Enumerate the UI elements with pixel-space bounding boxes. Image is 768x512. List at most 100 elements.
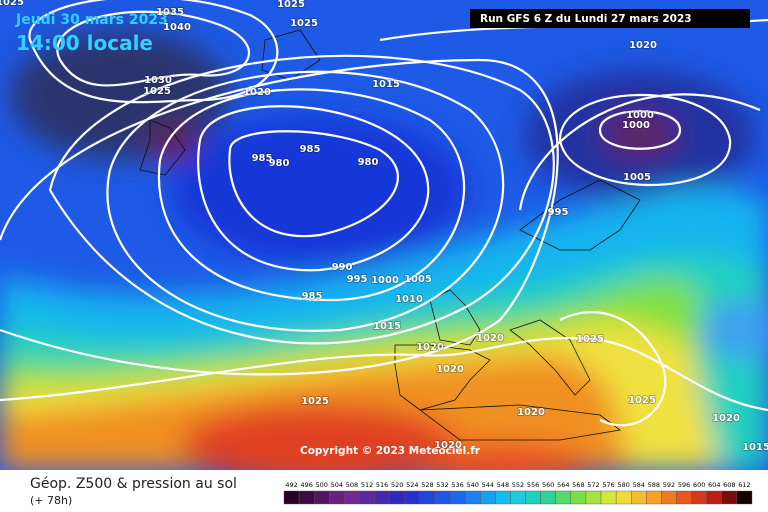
copyright: Copyright © 2023 Meteociel.fr <box>300 445 481 457</box>
isobar-label: 1040 <box>163 22 191 33</box>
scale-label: 524 <box>406 481 418 489</box>
isobar-label: 990 <box>332 262 353 273</box>
scale-swatch <box>464 490 481 505</box>
color-scale: 492 496 500 504 508 512 516 520 524 528 532 536 540 5… <box>283 481 753 505</box>
scale-label: 580 <box>617 481 629 489</box>
scale-swatch <box>736 490 753 505</box>
scale-swatch <box>646 490 662 505</box>
isobar-label: 980 <box>358 157 379 168</box>
scale-swatch <box>374 490 390 505</box>
scale-swatch <box>706 490 723 505</box>
scale-swatch <box>434 490 451 505</box>
scale-label: 608 <box>723 481 735 489</box>
scale-swatch <box>359 490 375 505</box>
isobar-label: 1020 <box>416 342 444 353</box>
scale-label: 508 <box>346 481 358 489</box>
scale-label: 520 <box>391 481 403 489</box>
scale-swatch <box>283 490 300 505</box>
run-info: Run GFS 6 Z du Lundi 27 mars 2023 <box>480 13 692 25</box>
geopotential-field <box>0 30 768 470</box>
scale-swatch <box>721 490 738 505</box>
isobar-label: 1005 <box>404 274 432 285</box>
isobar-label: 1000 <box>626 110 654 121</box>
scale-label: 496 <box>300 481 312 489</box>
isobar-labels: 1025 1035 1040 1025 1025 1030 1025 1020 1015 985 9… <box>0 0 768 454</box>
scale-label: 572 <box>587 481 599 489</box>
isobar-label: 995 <box>548 207 569 218</box>
lead-time: (+ 78h) <box>30 494 72 507</box>
footer-title: Géop. Z500 & pression au sol <box>30 476 237 492</box>
scale-label: 600 <box>693 481 705 489</box>
isobar-label: 1020 <box>517 407 545 418</box>
isobar-label: 1010 <box>395 294 423 305</box>
isobar-label: 1025 <box>301 396 329 407</box>
isobar-label: 1000 <box>371 275 399 286</box>
scale-label: 556 <box>527 481 539 489</box>
scale-swatch <box>329 490 345 505</box>
isobar-label: 1020 <box>243 87 271 98</box>
scale-swatch <box>661 490 677 505</box>
scale-label: 500 <box>316 481 328 489</box>
scale-swatch <box>540 490 556 505</box>
scale-swatch <box>585 490 602 505</box>
scale-label: 592 <box>663 481 675 489</box>
isobar-label: 1030 <box>144 75 172 86</box>
scale-label: 536 <box>451 481 463 489</box>
isobars <box>0 0 768 427</box>
scale-label: 568 <box>572 481 584 489</box>
scale-label: 492 <box>285 481 297 489</box>
isobar-label: 1020 <box>476 333 504 344</box>
isobar-label: 980 <box>269 158 290 169</box>
isobar-label: 1025 <box>0 0 24 8</box>
scale-swatch <box>495 490 511 505</box>
isobar-label: 1025 <box>576 334 604 345</box>
scale-label: 532 <box>436 481 448 489</box>
isobar-label: 1025 <box>628 395 656 406</box>
scale-label: 612 <box>738 481 750 489</box>
scale-label: 564 <box>557 481 569 489</box>
scale-swatch <box>631 490 647 505</box>
scale-label: 504 <box>331 481 343 489</box>
scale-swatch <box>555 490 572 505</box>
scale-swatch <box>389 490 405 505</box>
scale-swatch <box>298 490 315 505</box>
isobar-label: 1000 <box>622 120 650 131</box>
scale-swatch <box>480 490 496 505</box>
scale-swatch <box>600 490 617 505</box>
isobar-label: 1005 <box>623 172 651 183</box>
isobar-label: 1020 <box>712 413 740 424</box>
scale-label: 604 <box>708 481 720 489</box>
isobar-label: 985 <box>302 291 323 302</box>
scale-label: 548 <box>497 481 509 489</box>
isobar-label: 1015 <box>372 79 400 90</box>
isobar-label: 995 <box>347 274 368 285</box>
scale-label: 560 <box>542 481 554 489</box>
scale-label: 516 <box>376 481 388 489</box>
isobar-label: 1020 <box>629 40 657 51</box>
scale-swatch <box>676 490 692 505</box>
isobar-label: 1035 <box>156 7 184 18</box>
isobar-label: 1020 <box>434 440 462 451</box>
scale-swatch <box>449 490 466 505</box>
isobar-label: 1015 <box>373 321 401 332</box>
local-time: 14:00 locale <box>16 31 153 55</box>
scale-label: 512 <box>361 481 373 489</box>
run-box <box>470 9 750 28</box>
scale-swatch <box>313 490 330 505</box>
scale-label: 544 <box>482 481 494 489</box>
isobar-label: 1025 <box>290 18 318 29</box>
scale-label: 552 <box>512 481 524 489</box>
scale-swatch <box>510 490 526 505</box>
scale-swatch <box>615 490 632 505</box>
scale-swatch <box>404 490 421 505</box>
scale-label: 528 <box>421 481 433 489</box>
scale-label: 588 <box>648 481 660 489</box>
isobar-label: 985 <box>300 144 321 155</box>
scale-swatch <box>525 490 541 505</box>
coastlines <box>139 29 641 441</box>
scale-label: 540 <box>466 481 478 489</box>
isobar-label: 1020 <box>436 364 464 375</box>
map-area <box>0 0 768 470</box>
